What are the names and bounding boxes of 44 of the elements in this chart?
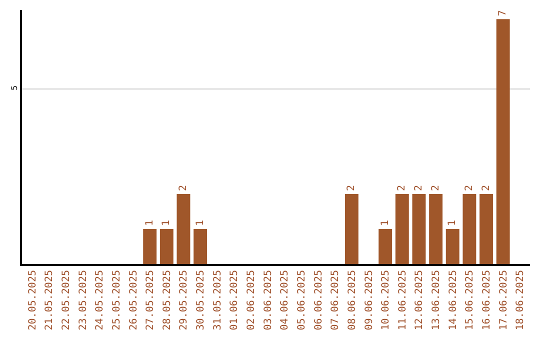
y-tick-label: 5	[10, 85, 19, 90]
x-tick-label: 14.06.2025	[448, 270, 459, 330]
x-tick-label: 16.06.2025	[482, 270, 493, 330]
x-tick-label: 25.05.2025	[111, 270, 122, 330]
x-tick-label: 15.06.2025	[464, 270, 476, 330]
x-tick-label: 04.06.2025	[280, 270, 291, 330]
x-tick-label: 20.05.2025	[27, 270, 38, 330]
x-tick-label: 22.05.2025	[60, 270, 72, 330]
data-label: 2	[464, 185, 475, 192]
data-label: 1	[161, 220, 172, 226]
data-label: 1	[380, 220, 391, 226]
x-tick-label: 05.06.2025	[296, 270, 308, 330]
x-tick-label: 12.06.2025	[414, 270, 426, 330]
data-label: 2	[430, 185, 442, 192]
x-tick-label: 21.05.2025	[44, 270, 56, 330]
data-label: 2	[396, 185, 408, 192]
x-tick-label: 17.06.2025	[498, 270, 510, 330]
data-label: 2	[480, 185, 492, 192]
x-tick-label: 27.05.2025	[145, 270, 156, 330]
x-tick-label: 08.06.2025	[346, 270, 358, 330]
x-tick-label: 10.06.2025	[380, 270, 392, 330]
x-tick-label: 07.06.2025	[330, 270, 342, 330]
x-tick-label: 28.05.2025	[162, 270, 173, 330]
x-tick-label: 13.06.2025	[431, 270, 442, 330]
data-label: 2	[413, 185, 424, 192]
x-tick-label: 02.06.2025	[246, 270, 258, 330]
x-tick-label: 31.05.2025	[212, 270, 224, 330]
x-tick-label: 29.05.2025	[178, 270, 190, 330]
x-tick-label: 01.06.2025	[229, 270, 240, 330]
x-tick-label: 23.05.2025	[78, 270, 89, 330]
x-tick-label: 09.06.2025	[364, 270, 375, 330]
x-tick-label: 26.05.2025	[128, 270, 140, 330]
data-label: 2	[346, 185, 358, 192]
x-tick-label: 03.06.2025	[262, 270, 274, 330]
x-tick-label: 18.06.2025	[515, 270, 526, 330]
data-label: 1	[144, 220, 156, 226]
data-label: 2	[178, 185, 189, 192]
x-tick-label: 06.06.2025	[313, 270, 324, 330]
data-label: 1	[194, 220, 206, 226]
data-label: 1	[447, 220, 458, 226]
x-tick-label: 24.05.2025	[94, 270, 106, 330]
data-label: 7	[498, 10, 509, 16]
x-tick-label: 30.05.2025	[196, 270, 207, 330]
x-tick-label: 11.06.2025	[397, 270, 408, 330]
